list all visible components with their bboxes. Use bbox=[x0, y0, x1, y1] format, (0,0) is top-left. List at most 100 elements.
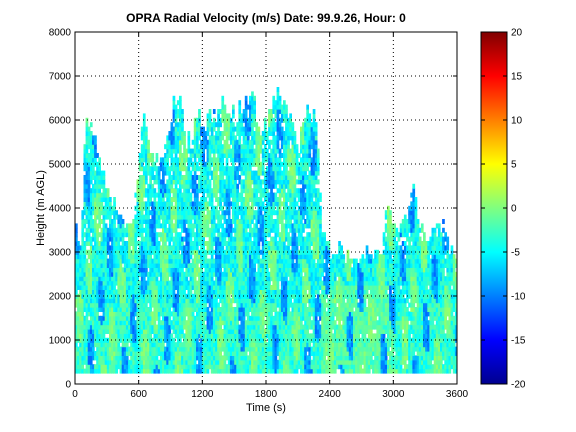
heatmap-cell bbox=[270, 355, 273, 361]
heatmap-cell bbox=[159, 166, 163, 172]
heatmap-cell bbox=[170, 346, 174, 352]
heatmap-cell bbox=[149, 276, 152, 282]
heatmap-cell bbox=[232, 364, 235, 370]
heatmap-cell bbox=[94, 368, 97, 374]
heatmap-cell bbox=[221, 117, 225, 123]
heatmap-cell bbox=[147, 161, 150, 167]
heatmap-cell bbox=[219, 139, 222, 145]
heatmap-cell bbox=[89, 267, 93, 273]
heatmap-cell bbox=[170, 364, 174, 370]
heatmap-cell bbox=[191, 307, 195, 312]
heatmap-cell bbox=[200, 214, 203, 220]
heatmap-cell bbox=[212, 263, 216, 268]
heatmap-cell bbox=[100, 346, 104, 352]
heatmap-cell bbox=[200, 280, 203, 286]
heatmap-cell bbox=[79, 298, 82, 304]
heatmap-cell bbox=[259, 337, 263, 343]
heatmap-cell bbox=[85, 368, 89, 374]
heatmap-cell bbox=[106, 329, 110, 334]
heatmap-cell bbox=[283, 351, 286, 356]
heatmap-cell bbox=[263, 249, 267, 255]
heatmap-cell bbox=[227, 148, 231, 154]
heatmap-cell bbox=[87, 267, 91, 273]
heatmap-cell bbox=[240, 324, 244, 330]
heatmap-cell bbox=[113, 280, 116, 286]
heatmap-cell bbox=[181, 307, 184, 312]
heatmap-cell bbox=[289, 337, 292, 343]
heatmap-cell bbox=[221, 311, 225, 317]
heatmap-cell bbox=[225, 131, 229, 136]
heatmap-cell bbox=[85, 293, 89, 299]
heatmap-cell bbox=[172, 139, 176, 145]
heatmap-cell bbox=[259, 197, 263, 202]
heatmap-cell bbox=[162, 329, 165, 334]
heatmap-cell bbox=[202, 223, 205, 229]
heatmap-cell bbox=[253, 148, 256, 154]
heatmap-cell bbox=[172, 135, 176, 141]
heatmap-cell bbox=[225, 315, 229, 321]
heatmap-cell bbox=[123, 359, 127, 365]
heatmap-cell bbox=[249, 364, 252, 370]
heatmap-cell bbox=[251, 267, 254, 273]
heatmap-cell bbox=[223, 214, 227, 220]
heatmap-cell bbox=[251, 280, 254, 286]
heatmap-cell bbox=[255, 161, 259, 167]
heatmap-cell bbox=[285, 175, 288, 180]
heatmap-cell bbox=[276, 267, 280, 273]
heatmap-cell bbox=[223, 153, 227, 158]
heatmap-cell bbox=[278, 157, 282, 163]
heatmap-cell bbox=[153, 227, 157, 233]
heatmap-cell bbox=[261, 355, 265, 361]
heatmap-cell bbox=[225, 201, 229, 207]
heatmap-cell bbox=[287, 293, 290, 299]
heatmap-cell bbox=[274, 126, 278, 132]
heatmap-cell bbox=[149, 307, 152, 312]
heatmap-cell bbox=[159, 337, 163, 343]
heatmap-cell bbox=[212, 289, 216, 295]
heatmap-cell bbox=[229, 315, 233, 321]
heatmap-cell bbox=[164, 359, 167, 365]
heatmap-cell bbox=[210, 192, 214, 198]
heatmap-cell bbox=[151, 285, 155, 290]
heatmap-cell bbox=[159, 298, 163, 304]
heatmap-cell bbox=[238, 280, 242, 286]
heatmap-cell bbox=[96, 232, 99, 238]
heatmap-cell bbox=[151, 245, 155, 251]
heatmap-cell bbox=[257, 157, 261, 163]
heatmap-cell bbox=[176, 245, 180, 251]
heatmap-cell bbox=[259, 302, 263, 308]
heatmap-cell bbox=[125, 223, 129, 229]
heatmap-cell bbox=[244, 139, 248, 145]
heatmap-cell bbox=[168, 263, 172, 268]
heatmap-cell bbox=[87, 280, 91, 286]
heatmap-cell bbox=[183, 210, 186, 216]
heatmap-cell bbox=[246, 337, 250, 343]
heatmap-cell bbox=[159, 355, 163, 361]
heatmap-cell bbox=[227, 166, 231, 172]
heatmap-cell bbox=[94, 280, 97, 286]
heatmap-cell bbox=[92, 245, 95, 251]
heatmap-cell bbox=[106, 205, 110, 211]
heatmap-cell bbox=[202, 298, 205, 304]
heatmap-cell bbox=[189, 197, 193, 202]
heatmap-cell bbox=[283, 267, 286, 273]
heatmap-cell bbox=[106, 236, 110, 242]
heatmap-cell bbox=[179, 359, 182, 365]
heatmap-cell bbox=[136, 254, 140, 260]
heatmap-cell bbox=[123, 355, 127, 361]
heatmap-cell bbox=[172, 320, 176, 326]
heatmap-cell bbox=[217, 320, 220, 326]
heatmap-cell bbox=[261, 179, 265, 185]
heatmap-cell bbox=[210, 170, 214, 176]
heatmap-cell bbox=[193, 351, 197, 356]
heatmap-cell bbox=[229, 188, 233, 194]
heatmap-cell bbox=[278, 126, 282, 132]
heatmap-cell bbox=[246, 153, 250, 158]
heatmap-cell bbox=[98, 157, 101, 163]
heatmap-cell bbox=[229, 271, 233, 277]
heatmap-cell bbox=[123, 311, 127, 317]
heatmap-cell bbox=[274, 333, 278, 339]
heatmap-cell bbox=[261, 254, 265, 260]
heatmap-cell bbox=[244, 342, 248, 348]
heatmap-cell bbox=[280, 342, 284, 348]
